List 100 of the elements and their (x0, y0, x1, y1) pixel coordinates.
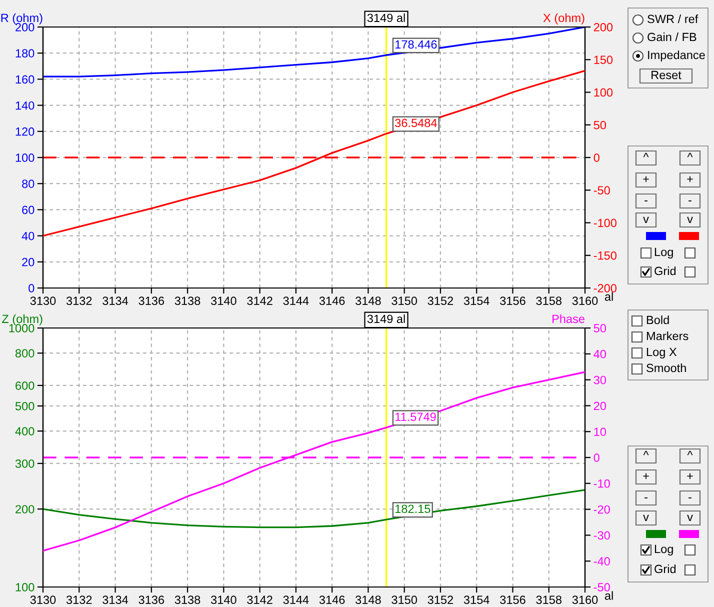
y2-tick-label: -50 (594, 186, 610, 195)
y2-tick-label: -150 (594, 251, 616, 260)
text: - (644, 497, 648, 498)
y-tick-label: 200 (16, 23, 34, 32)
text: + (687, 473, 693, 480)
y-tick-label: 500 (15, 402, 34, 410)
ref-line-label: 3149 al (367, 314, 405, 324)
x-tick-label: 3138 (174, 296, 200, 306)
y2-tick-label: -20 (594, 505, 610, 514)
y2-tick-label: 100 (594, 88, 613, 97)
y-tick-label: 300 (15, 459, 34, 468)
x-tick-label: 3140 (210, 296, 236, 306)
text: ^ (687, 450, 693, 456)
data-label: 178.446 (396, 40, 437, 49)
y-tick-label: 100 (16, 154, 34, 162)
x-tick-label: 3144 (283, 296, 309, 306)
x-tick-label: 3130 (30, 296, 56, 306)
y2-axis-title: X (ohm) (543, 13, 584, 24)
text: Grid (654, 564, 676, 574)
y-tick-label: 140 (16, 101, 34, 110)
y-tick-label: 400 (15, 427, 34, 436)
y-tick-label: 80 (22, 180, 34, 188)
y2-tick-label: -100 (594, 218, 616, 228)
text: ^ (643, 450, 649, 456)
data-label: 182.15 (396, 504, 430, 514)
x-tick-label: 3134 (102, 596, 128, 604)
text: SWR / ref (648, 14, 698, 24)
text: ^ (643, 152, 649, 158)
x-tick-label: 3148 (356, 296, 381, 306)
text: v (687, 514, 693, 522)
x-tick-label: 3150 (392, 596, 418, 604)
text: - (688, 497, 692, 498)
y2-tick-label: 20 (594, 402, 606, 410)
x-tick-label: 3130 (30, 596, 56, 604)
y-tick-label: 800 (15, 349, 34, 358)
ref-line-label: 3149 al (367, 13, 405, 22)
y-tick-label: 0 (28, 284, 34, 292)
data-label: 36.5484 (395, 118, 437, 128)
y2-tick-label: 30 (594, 376, 606, 384)
x-tick-label: 3134 (102, 296, 128, 306)
text: Reset (652, 70, 682, 80)
y2-tick-label: -200 (594, 284, 616, 292)
x-tick-label: 3156 (500, 296, 526, 306)
text: Gain / FB (648, 32, 696, 42)
y-axis-title: Z (ohm) (2, 314, 42, 326)
x-tick-label: 3158 (536, 596, 562, 604)
text: Impedance (648, 50, 705, 62)
x-tick-label: 3150 (392, 296, 418, 306)
y-tick-label: 40 (22, 232, 34, 240)
x-tick-label: 3148 (356, 596, 381, 604)
x-tick-label: 3138 (174, 596, 200, 604)
y2-tick-label: -50 (594, 583, 610, 592)
x-tick-label: 3158 (536, 296, 562, 306)
x-tick-label: 3156 (500, 596, 526, 604)
data-label: 11.5749 (396, 412, 436, 422)
y2-tick-label: 10 (594, 428, 606, 436)
y2-tick-label: -10 (594, 479, 610, 488)
text: Markers (646, 331, 688, 340)
x-tick-label: 3154 (464, 296, 490, 306)
text: + (643, 176, 649, 182)
x-axis-title: al (604, 591, 613, 600)
y2-tick-label: 150 (594, 56, 613, 64)
x-tick-label: 3160 (572, 296, 598, 306)
y-axis-title: R (ohm) (1, 13, 42, 24)
x-tick-label: 3142 (247, 596, 272, 604)
text: Log (654, 544, 673, 556)
text: + (643, 473, 649, 480)
text: - (688, 200, 692, 202)
y-tick-label: 200 (16, 505, 34, 514)
y-tick-label: 20 (22, 258, 34, 266)
text: Smooth (646, 363, 686, 372)
text: v (643, 514, 649, 522)
x-tick-label: 3146 (319, 296, 345, 306)
text: v (687, 216, 693, 224)
y2-tick-label: 0 (594, 154, 600, 162)
text: Log X (646, 348, 677, 358)
x-tick-label: 3146 (319, 596, 345, 604)
y2-tick-label: 50 (594, 120, 606, 130)
y-tick-label: 160 (16, 75, 34, 84)
text: Grid (654, 266, 676, 276)
text: Log (654, 248, 673, 259)
y-tick-label: 120 (16, 127, 34, 136)
y-tick-label: 1000 (9, 324, 34, 332)
y2-axis-title: Phase (552, 314, 584, 324)
text: v (643, 216, 649, 224)
text: Bold (646, 315, 669, 324)
text: ^ (687, 152, 693, 158)
x-tick-label: 3160 (572, 596, 598, 604)
x-tick-label: 3152 (428, 596, 454, 604)
y-tick-label: 60 (22, 206, 34, 214)
x-tick-label: 3140 (210, 596, 236, 604)
y2-tick-label: 200 (594, 23, 613, 32)
y2-tick-label: 40 (594, 350, 606, 358)
x-tick-label: 3142 (247, 296, 272, 306)
y-tick-label: 100 (16, 583, 34, 592)
x-tick-label: 3152 (428, 296, 454, 306)
x-tick-label: 3154 (464, 596, 490, 604)
text: + (687, 176, 693, 182)
x-tick-label: 3144 (283, 596, 309, 604)
y2-tick-label: 50 (594, 324, 606, 332)
